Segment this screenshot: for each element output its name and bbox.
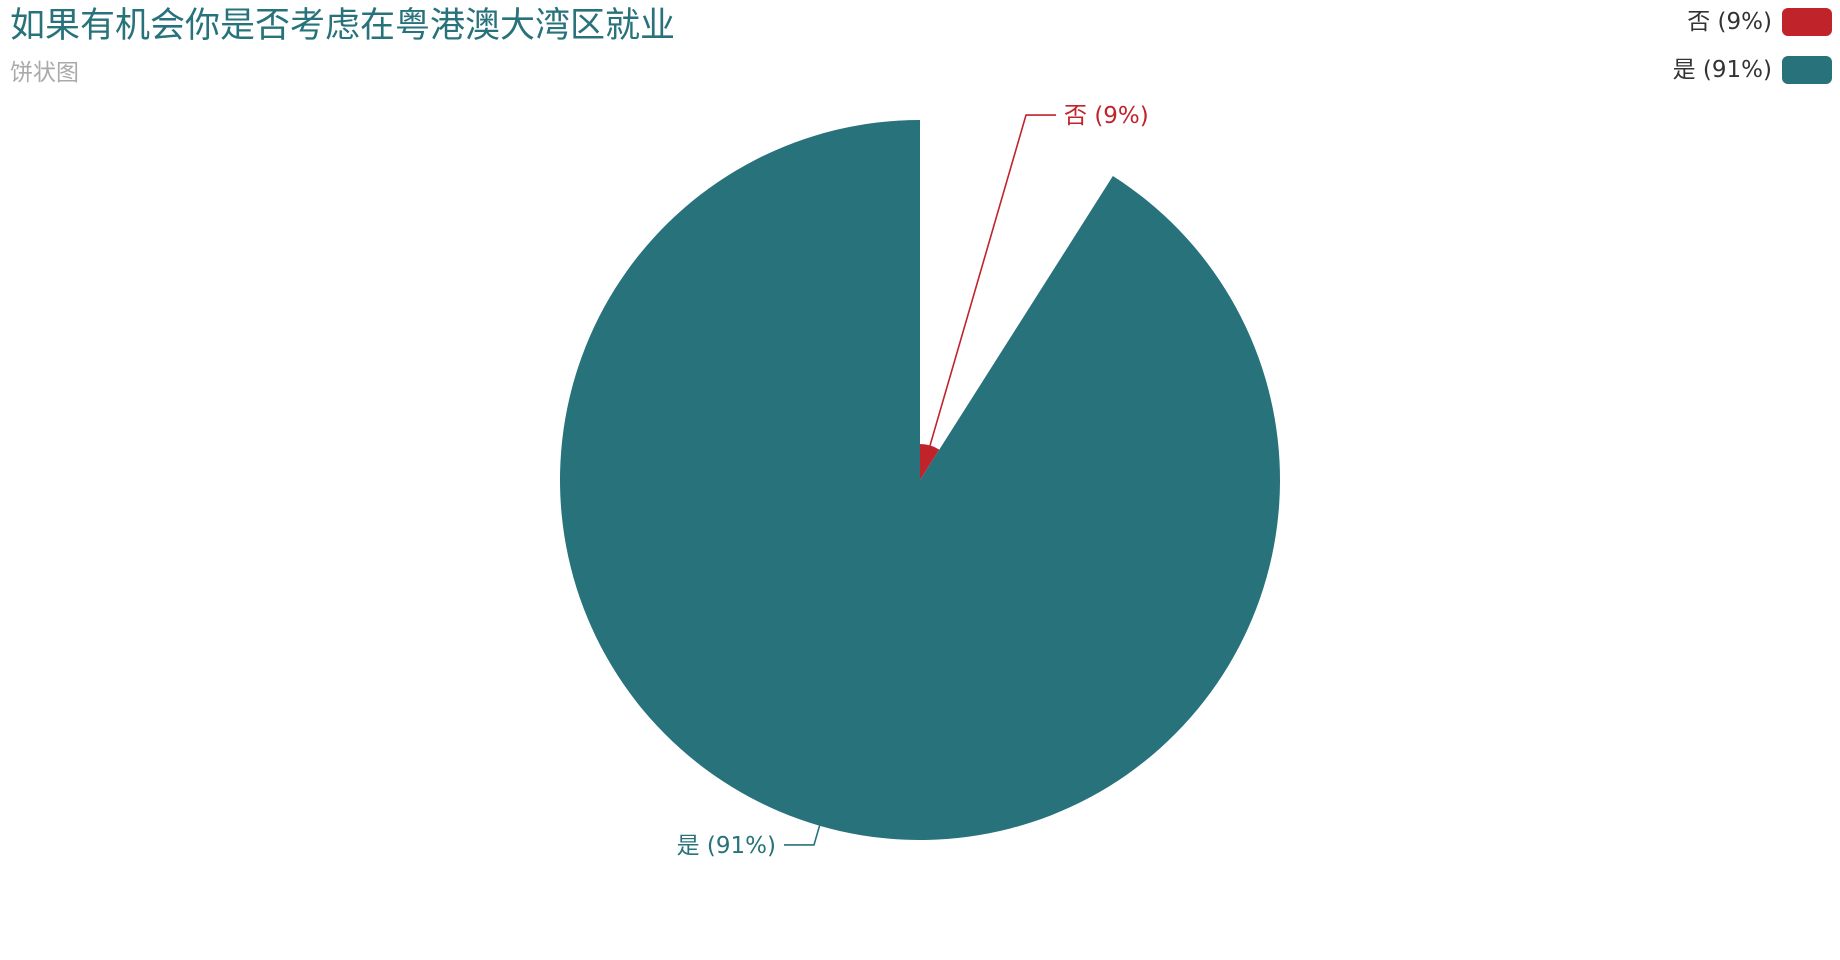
legend-swatch-yes [1782, 56, 1832, 84]
legend-label-yes: 是 (91%) [1672, 57, 1772, 83]
pie-slices [560, 120, 1281, 840]
pie-labels: 否 (9%) 是 (91%) [677, 103, 1149, 859]
pie-slice-1[interactable] [560, 120, 1281, 840]
slice-label-1: 是 (91%) [677, 833, 776, 859]
legend-item-yes[interactable]: 是 (91%) [1673, 56, 1832, 84]
slice-label-0: 否 (9%) [1064, 103, 1149, 129]
legend-label-no: 否 (9%) [1687, 9, 1772, 35]
leader-line-1 [783, 825, 821, 846]
legend-swatch-no [1782, 8, 1832, 36]
chart-legend: 否 (9%) 是 (91%) [1673, 8, 1832, 84]
chart-subtitle: 饼状图 [10, 60, 79, 86]
pie-slice-0[interactable] [920, 444, 940, 480]
leader-line-0 [929, 114, 1057, 446]
legend-item-no[interactable]: 否 (9%) [1687, 8, 1832, 36]
chart-title: 如果有机会你是否考虑在粤港澳大湾区就业 [10, 6, 676, 46]
